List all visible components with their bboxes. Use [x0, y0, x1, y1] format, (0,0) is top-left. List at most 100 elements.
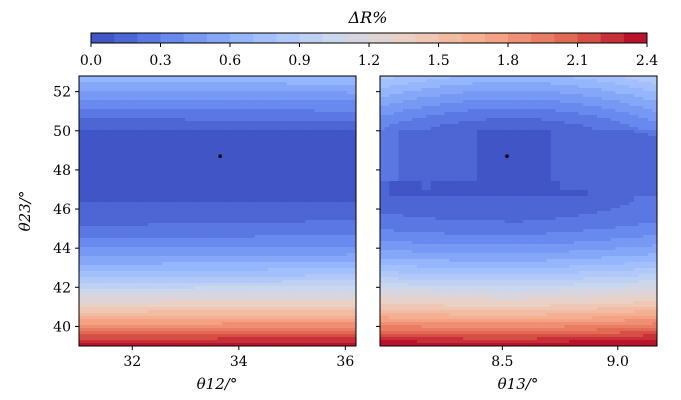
contour-cell	[79, 187, 85, 191]
contour-cell	[272, 97, 279, 101]
contour-cell	[351, 118, 357, 122]
contour-cell	[88, 283, 94, 287]
contour-cell	[189, 106, 195, 110]
contour-cell	[166, 214, 172, 218]
contour-cell	[129, 118, 135, 122]
contour-cell	[231, 91, 237, 95]
contour-cell	[342, 172, 348, 176]
contour-cell	[162, 100, 168, 104]
contour-cell	[309, 148, 315, 152]
contour-cell	[171, 289, 177, 293]
contour-cell	[323, 91, 329, 95]
contour-cell	[259, 82, 265, 86]
contour-cell	[337, 250, 343, 254]
contour-cell	[171, 235, 177, 239]
contour-cell	[212, 82, 218, 86]
contour-cell	[245, 121, 251, 125]
contour-cell	[217, 130, 223, 134]
contour-cell	[226, 289, 232, 293]
contour-cell	[166, 313, 172, 317]
contour-cell	[332, 160, 339, 164]
contour-cell	[106, 118, 112, 122]
contour-cell	[111, 169, 117, 173]
contour-cell	[180, 316, 186, 320]
contour-cell	[240, 118, 246, 122]
contour-cell	[83, 97, 89, 101]
contour-cell	[300, 271, 306, 275]
contour-cell	[134, 133, 140, 137]
contour-cell	[332, 184, 339, 188]
contour-cell	[185, 310, 191, 314]
contour-cell	[282, 112, 288, 116]
contour-cell	[97, 262, 103, 266]
contour-cell	[314, 238, 320, 242]
contour-cell	[79, 166, 85, 170]
contour-cell	[254, 277, 260, 281]
contour-cell	[231, 271, 237, 275]
contour-cell	[102, 184, 108, 188]
contour-cell	[194, 163, 200, 167]
contour-cell	[346, 268, 352, 272]
contour-cell	[212, 229, 218, 233]
contour-cell	[185, 313, 191, 317]
contour-cell	[222, 256, 228, 260]
contour-cell	[111, 175, 117, 179]
contour-cell	[328, 229, 334, 233]
contour-cell	[291, 103, 297, 107]
contour-cell	[115, 76, 122, 80]
contour-cell	[332, 133, 339, 137]
contour-cell	[166, 85, 172, 89]
contour-cell	[309, 187, 315, 191]
contour-cell	[106, 160, 112, 164]
contour-cell	[337, 130, 343, 134]
contour-cell	[291, 301, 297, 305]
contour-cell	[194, 298, 200, 302]
contour-cell	[291, 307, 297, 311]
contour-cell	[102, 112, 108, 116]
contour-cell	[217, 280, 223, 284]
contour-cell	[166, 286, 172, 290]
contour-cell	[300, 220, 306, 224]
contour-cell	[277, 79, 283, 83]
contour-cell	[263, 82, 269, 86]
contour-cell	[254, 190, 260, 194]
contour-cell	[180, 226, 186, 230]
contour-cell	[166, 292, 172, 296]
contour-cell	[314, 292, 320, 296]
contour-cell	[332, 211, 339, 215]
contour-cell	[208, 250, 214, 254]
contour-cell	[323, 217, 329, 221]
contour-cell	[268, 103, 274, 107]
contour-cell	[259, 106, 265, 110]
contour-cell	[342, 226, 348, 230]
contour-cell	[79, 301, 85, 305]
contour-cell	[166, 244, 172, 248]
contour-cell	[332, 280, 339, 284]
contour-cell	[295, 97, 302, 101]
contour-cell	[217, 166, 223, 170]
contour-cell	[79, 163, 85, 167]
contour-cell	[115, 172, 122, 176]
contour-cell	[217, 82, 223, 86]
contour-cell	[295, 109, 302, 113]
contour-cell	[323, 196, 329, 200]
contour-cell	[152, 82, 158, 86]
contour-cell	[263, 76, 269, 80]
contour-cell	[286, 256, 292, 260]
contour-cell	[199, 259, 205, 263]
contour-cell	[309, 232, 315, 236]
contour-cell	[185, 175, 191, 179]
contour-cell	[83, 79, 89, 83]
contour-cell	[328, 301, 334, 305]
contour-cell	[332, 199, 339, 203]
contour-cell	[203, 76, 209, 80]
contour-cell	[208, 301, 214, 305]
contour-cell	[92, 322, 98, 326]
contour-cell	[222, 91, 228, 95]
contour-cell	[286, 112, 292, 116]
contour-cell	[92, 163, 98, 167]
contour-cell	[268, 295, 274, 299]
contour-cell	[92, 319, 98, 323]
contour-cell	[175, 223, 182, 227]
contour-cell	[351, 301, 357, 305]
